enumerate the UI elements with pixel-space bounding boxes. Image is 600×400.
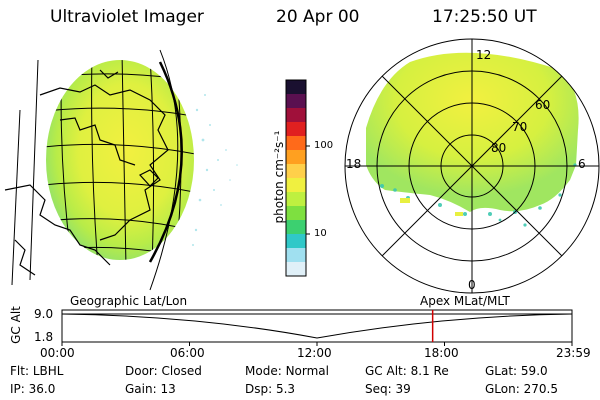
instrument-title: Ultraviolet Imager	[50, 7, 204, 27]
altplot-xtick-0600: 06:00	[170, 346, 205, 360]
mlat-label-80: 80	[491, 141, 507, 155]
mlat-label-70: 70	[512, 120, 528, 134]
colorbar-unit-label: photon cm⁻²s⁻¹	[272, 130, 286, 224]
colorbar-segment	[286, 248, 306, 263]
colorbar-segment	[286, 150, 306, 165]
colorbar-segment	[286, 234, 306, 249]
mlt-label-6: 6	[578, 157, 586, 171]
geographic-panel-label: Geographic Lat/Lon	[70, 294, 188, 308]
colorbar-segment	[286, 192, 306, 207]
altplot-xtick-2359: 23:59	[556, 346, 591, 360]
image-date: 20 Apr 00	[276, 7, 360, 27]
mlt-label-0: 0	[468, 278, 476, 292]
polar-image	[344, 38, 600, 294]
info-glon: GLon: 270.5	[485, 382, 558, 396]
colorbar-segment	[286, 220, 306, 235]
colorbar-segment	[286, 164, 306, 179]
colorbar-tick-10: 10	[314, 228, 327, 239]
colorbar-segment	[286, 262, 306, 277]
info-ip: IP: 36.0	[10, 382, 56, 396]
mlt-label-12: 12	[476, 48, 492, 62]
altplot-ytick-9: 9.0	[34, 307, 54, 321]
altplot-ylabel: GC Alt	[9, 306, 23, 344]
info-door: Door: Closed	[125, 364, 202, 378]
altitude-plot	[61, 309, 573, 346]
colorbar-segment	[286, 206, 306, 221]
info-glat: GLat: 59.0	[485, 364, 548, 378]
mlt-label-18: 18	[346, 157, 362, 171]
polar-panel-label: Apex MLat/MLT	[420, 294, 510, 308]
altplot-xtick-0000: 00:00	[40, 346, 75, 360]
altplot-xtick-1200: 12:00	[297, 346, 332, 360]
colorbar-segment	[286, 108, 306, 123]
image-time: 17:25:50 UT	[432, 7, 537, 27]
colorbar-segment	[286, 178, 306, 193]
mlat-label-60: 60	[535, 98, 551, 112]
info-dsp: Dsp: 5.3	[245, 382, 296, 396]
info-gain: Gain: 13	[125, 382, 176, 396]
info-mode: Mode: Normal	[245, 364, 329, 378]
info-gc-alt: GC Alt: 8.1 Re	[365, 364, 449, 378]
colorbar-segment	[286, 122, 306, 137]
colorbar-segment	[286, 94, 306, 109]
info-flt: Flt: LBHL	[10, 364, 64, 378]
info-seq: Seq: 39	[365, 382, 411, 396]
colorbar	[285, 79, 310, 277]
altplot-ytick-1.8: 1.8	[34, 330, 54, 344]
colorbar-segment	[286, 136, 306, 151]
altplot-xtick-1800: 18:00	[424, 346, 459, 360]
geographic-image	[4, 49, 238, 291]
colorbar-segment	[286, 80, 306, 95]
colorbar-tick-100: 100	[314, 140, 334, 151]
